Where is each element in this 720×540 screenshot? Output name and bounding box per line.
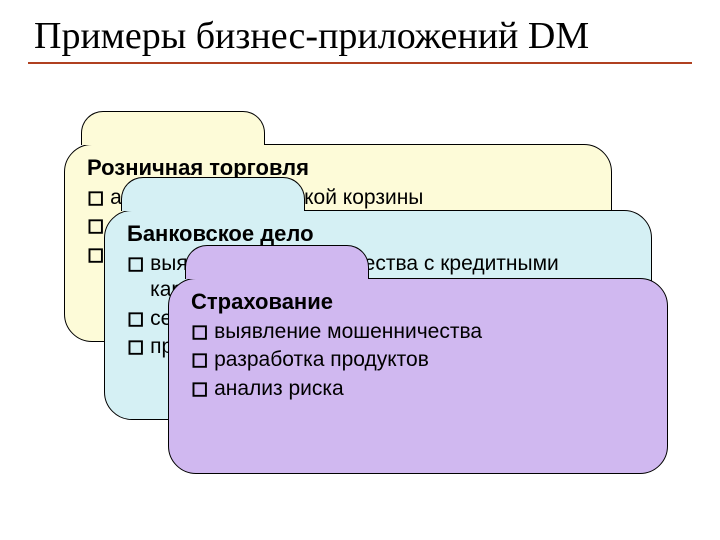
bullet-icon: ◻ — [127, 334, 150, 360]
bullet-text: анализ риска — [214, 376, 645, 402]
folder-retail-tab — [81, 111, 265, 145]
list-item: ◻ разработка продуктов — [191, 347, 645, 373]
list-item: ◻ анализ риска — [191, 376, 645, 402]
bullet-icon: ◻ — [191, 347, 214, 373]
bullet-text: разработка продуктов — [214, 347, 645, 373]
page-title: Примеры бизнес-приложений DM — [34, 14, 589, 58]
bullet-icon: ◻ — [127, 251, 150, 277]
folder-insurance-title: Страхование — [191, 289, 645, 315]
folder-insurance: Страхование ◻ выявление мошенничества ◻ … — [168, 278, 668, 474]
folder-banking-title: Банковское дело — [127, 221, 629, 247]
bullet-icon: ◻ — [191, 376, 214, 402]
bullet-icon: ◻ — [87, 185, 110, 211]
bullet-icon: ◻ — [127, 306, 150, 332]
list-item: ◻ выявление мошенничества — [191, 319, 645, 345]
bullet-text: выявление мошенничества — [214, 319, 645, 345]
folder-insurance-tab — [185, 245, 369, 279]
title-underline — [28, 62, 692, 64]
folder-stage: Розничная торговля ◻ анализ покупательск… — [0, 92, 720, 532]
bullet-icon: ◻ — [191, 319, 214, 345]
folder-banking-tab — [121, 177, 305, 211]
